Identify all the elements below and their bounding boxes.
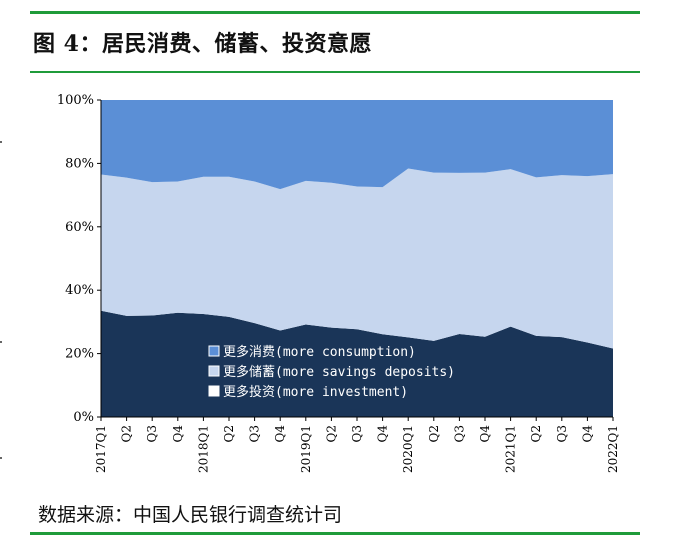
x-tick-label: 2019Q1 <box>299 425 313 473</box>
x-tick-label: Q4 <box>478 425 492 443</box>
x-tick-label: Q3 <box>248 425 262 442</box>
title-rule <box>30 71 640 73</box>
x-tick-label: 2021Q1 <box>504 425 518 473</box>
series-area-0 <box>101 310 613 417</box>
figure-title: 图 4：居民消费、储蓄、投资意愿 <box>33 31 372 57</box>
edge-mark <box>0 341 2 343</box>
top-rule <box>30 11 640 14</box>
y-tick-label: 80% <box>65 156 94 171</box>
x-tick-label: 2017Q1 <box>94 425 108 473</box>
x-tick-label: 2022Q1 <box>606 425 620 473</box>
x-tick-label: Q4 <box>171 425 185 443</box>
y-tick-label: 20% <box>65 347 94 362</box>
y-tick-label: 100% <box>57 93 94 108</box>
x-tick-label: Q2 <box>324 425 338 442</box>
edge-mark <box>0 141 2 143</box>
x-tick-label: 2018Q1 <box>196 425 210 473</box>
x-tick-label: Q3 <box>452 425 466 442</box>
edge-mark <box>0 457 2 459</box>
x-tick-label: Q2 <box>222 425 236 442</box>
y-tick-label: 60% <box>65 220 94 235</box>
legend-entry: 更多投资(more investment) <box>223 384 408 400</box>
x-tick-label: Q4 <box>273 425 287 443</box>
x-tick-label: Q3 <box>555 425 569 442</box>
data-source-note: 数据来源：中国人民银行调查统计司 <box>38 504 343 526</box>
series-area-2 <box>101 100 613 190</box>
x-tick-label: Q3 <box>350 425 364 442</box>
x-tick-label: Q4 <box>376 425 390 443</box>
legend-swatch <box>208 365 220 377</box>
x-tick-label: 2020Q1 <box>401 425 415 473</box>
series-area-1 <box>101 168 613 349</box>
x-tick-label: Q2 <box>427 425 441 442</box>
bottom-rule <box>30 532 640 535</box>
y-tick-label: 0% <box>73 410 94 425</box>
legend-entry: 更多消费(more consumption) <box>223 344 416 360</box>
x-tick-label: Q3 <box>145 425 159 442</box>
legend-swatch <box>208 345 220 357</box>
x-tick-label: Q2 <box>529 425 543 442</box>
x-tick-label: Q4 <box>580 425 594 443</box>
legend-entry: 更多储蓄(more savings deposits) <box>223 364 455 380</box>
x-tick-label: Q2 <box>120 425 134 442</box>
legend-swatch <box>208 385 220 397</box>
y-tick-label: 40% <box>65 283 94 298</box>
